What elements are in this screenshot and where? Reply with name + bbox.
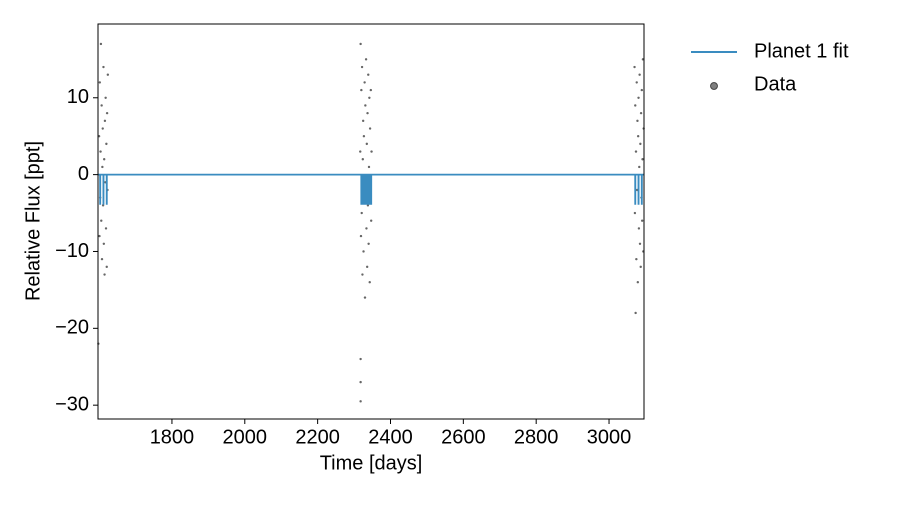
data-point xyxy=(634,104,637,107)
data-point xyxy=(101,127,104,130)
data-point xyxy=(362,134,366,138)
data-point xyxy=(636,134,640,138)
data-point xyxy=(633,65,636,69)
data-point xyxy=(100,219,103,222)
x-axis-label: Time [days] xyxy=(320,452,423,474)
data-point xyxy=(633,211,637,215)
data-point xyxy=(637,96,640,99)
data-point xyxy=(361,158,365,161)
data-point xyxy=(360,211,363,215)
y-tick-label: −30 xyxy=(55,393,89,415)
y-tick-label: 10 xyxy=(67,86,89,108)
data-point xyxy=(367,242,370,245)
data-point xyxy=(101,165,104,169)
legend-label: Data xyxy=(754,73,797,95)
data-point xyxy=(634,150,638,153)
x-tick-label: 2000 xyxy=(223,426,268,448)
x-tick-label: 2600 xyxy=(441,426,486,448)
data-point xyxy=(641,158,644,161)
data-point xyxy=(366,111,369,115)
data-point xyxy=(103,273,106,276)
data-point xyxy=(362,250,365,253)
data-point xyxy=(361,273,364,276)
data-point xyxy=(635,257,638,261)
data-point xyxy=(104,227,108,230)
data-point xyxy=(359,150,362,153)
data-point xyxy=(363,296,367,299)
data-point xyxy=(365,265,369,269)
data-point xyxy=(105,142,108,146)
data-point xyxy=(101,204,105,207)
data-point xyxy=(363,81,366,84)
x-tick-label: 1800 xyxy=(150,426,195,448)
y-tick-label: −10 xyxy=(55,240,89,262)
x-tick-label: 2800 xyxy=(514,426,559,448)
data-point xyxy=(99,42,103,46)
data-point xyxy=(360,88,363,92)
x-tick-label: 2200 xyxy=(295,426,340,448)
fit-line xyxy=(98,173,644,205)
data-point xyxy=(100,104,103,107)
data-point xyxy=(639,265,642,269)
data-point xyxy=(370,150,373,153)
legend-marker xyxy=(710,82,718,90)
data-point xyxy=(367,165,371,169)
data-point xyxy=(639,142,642,146)
data-point xyxy=(365,142,369,146)
data-point xyxy=(636,281,640,284)
data-point xyxy=(634,311,637,315)
data-point xyxy=(638,73,641,76)
data-point xyxy=(640,88,644,92)
data-point xyxy=(364,58,368,61)
y-axis-label: Relative Flux [ppt] xyxy=(22,141,44,301)
legend-label: Planet 1 fit xyxy=(754,40,849,62)
data-point xyxy=(359,234,363,238)
data-point xyxy=(360,65,364,69)
data-point xyxy=(369,88,373,92)
data-point xyxy=(368,127,372,130)
y-tick-label: 0 xyxy=(78,163,89,185)
data-point xyxy=(100,257,104,261)
data-point xyxy=(366,204,370,207)
data-point xyxy=(105,265,108,269)
data-point xyxy=(102,158,106,161)
data-point xyxy=(638,242,642,245)
data-point xyxy=(640,219,644,222)
data-point xyxy=(359,380,362,384)
y-tick-label: −20 xyxy=(55,317,89,339)
data-point xyxy=(98,81,102,84)
data-point xyxy=(98,234,101,238)
data-point xyxy=(369,219,373,222)
data-point xyxy=(102,65,105,69)
data-point xyxy=(105,111,109,115)
data-point xyxy=(359,400,362,403)
data-point xyxy=(368,281,371,284)
data-point xyxy=(639,111,643,115)
data-point xyxy=(102,242,106,245)
data-point xyxy=(361,119,365,123)
data-point xyxy=(359,42,362,46)
data-point xyxy=(367,73,370,76)
data-point xyxy=(364,104,367,107)
x-tick-label: 2400 xyxy=(368,426,413,448)
data-point xyxy=(99,150,102,153)
data-point xyxy=(106,73,110,76)
plot-frame xyxy=(97,23,645,420)
data-point xyxy=(368,96,371,99)
data-point xyxy=(636,119,639,123)
data-point xyxy=(359,357,362,361)
data-point xyxy=(103,119,107,123)
data-point xyxy=(365,227,368,230)
x-tick-label: 3000 xyxy=(587,426,632,448)
data-point xyxy=(638,165,641,169)
data-point xyxy=(637,227,641,230)
data-point xyxy=(104,96,107,99)
data-point xyxy=(635,81,638,84)
